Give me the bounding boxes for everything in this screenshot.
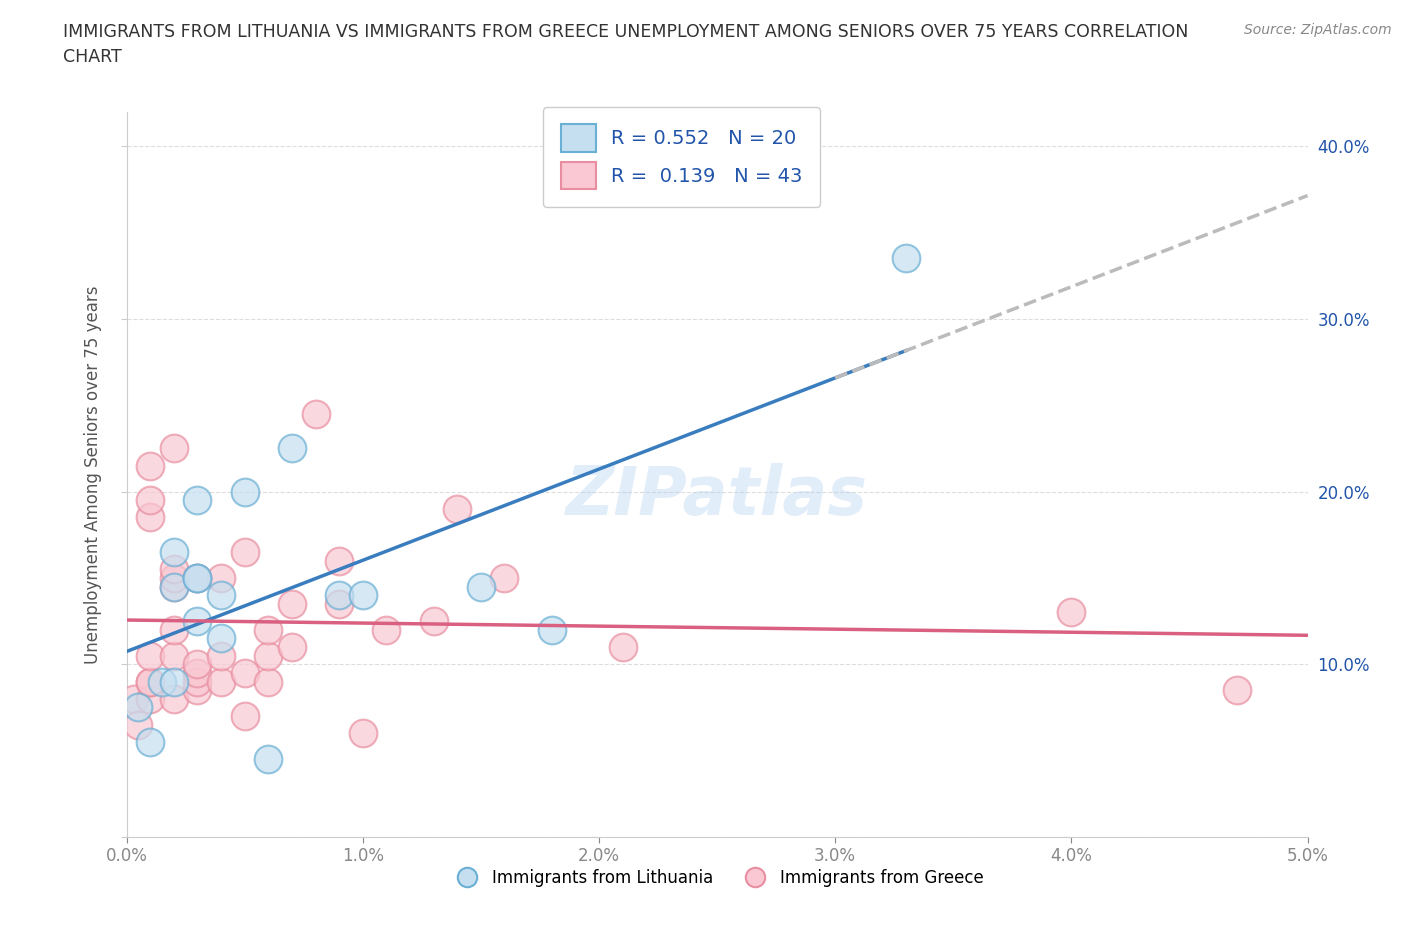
Point xyxy=(163,674,186,689)
Point xyxy=(127,700,149,715)
Point xyxy=(281,596,304,611)
Legend: Immigrants from Lithuania, Immigrants from Greece: Immigrants from Lithuania, Immigrants fr… xyxy=(444,863,990,894)
Point xyxy=(209,631,232,645)
Point xyxy=(139,674,162,689)
Point xyxy=(281,640,304,655)
Point xyxy=(150,674,173,689)
Point xyxy=(257,622,280,637)
Point xyxy=(494,570,516,585)
Point xyxy=(127,717,149,732)
Point xyxy=(139,674,162,689)
Point xyxy=(186,493,208,508)
Point xyxy=(163,648,186,663)
Point xyxy=(139,510,162,525)
Point xyxy=(186,657,208,671)
Point xyxy=(186,683,208,698)
Text: IMMIGRANTS FROM LITHUANIA VS IMMIGRANTS FROM GREECE UNEMPLOYMENT AMONG SENIORS O: IMMIGRANTS FROM LITHUANIA VS IMMIGRANTS … xyxy=(63,23,1188,66)
Point xyxy=(375,622,398,637)
Point xyxy=(186,614,208,629)
Point xyxy=(186,674,208,689)
Point xyxy=(139,648,162,663)
Point xyxy=(139,691,162,706)
Point xyxy=(257,648,280,663)
Point xyxy=(186,570,208,585)
Point xyxy=(139,493,162,508)
Point xyxy=(163,691,186,706)
Text: ZIPatlas: ZIPatlas xyxy=(567,463,868,529)
Point xyxy=(612,640,634,655)
Point xyxy=(422,614,444,629)
Point xyxy=(209,674,232,689)
Point xyxy=(163,441,186,456)
Point xyxy=(186,570,208,585)
Point xyxy=(257,751,280,766)
Point xyxy=(122,691,145,706)
Point xyxy=(163,570,186,585)
Point xyxy=(139,458,162,473)
Point xyxy=(894,251,917,266)
Point xyxy=(139,735,162,750)
Y-axis label: Unemployment Among Seniors over 75 years: Unemployment Among Seniors over 75 years xyxy=(84,286,103,663)
Point xyxy=(209,588,232,603)
Point xyxy=(233,545,256,560)
Point xyxy=(163,579,186,594)
Point xyxy=(352,588,374,603)
Point xyxy=(163,562,186,577)
Point xyxy=(328,596,350,611)
Point xyxy=(328,588,350,603)
Point xyxy=(446,501,468,516)
Point xyxy=(1060,605,1083,620)
Point xyxy=(281,441,304,456)
Point xyxy=(233,485,256,499)
Point xyxy=(328,553,350,568)
Point xyxy=(233,709,256,724)
Point xyxy=(209,570,232,585)
Point xyxy=(163,545,186,560)
Point xyxy=(163,622,186,637)
Point xyxy=(233,666,256,681)
Point xyxy=(304,406,326,421)
Point xyxy=(540,622,562,637)
Point xyxy=(163,579,186,594)
Point xyxy=(209,648,232,663)
Text: Source: ZipAtlas.com: Source: ZipAtlas.com xyxy=(1244,23,1392,37)
Point xyxy=(1226,683,1249,698)
Point xyxy=(257,674,280,689)
Point xyxy=(186,666,208,681)
Point xyxy=(352,726,374,741)
Point xyxy=(186,570,208,585)
Point xyxy=(470,579,492,594)
